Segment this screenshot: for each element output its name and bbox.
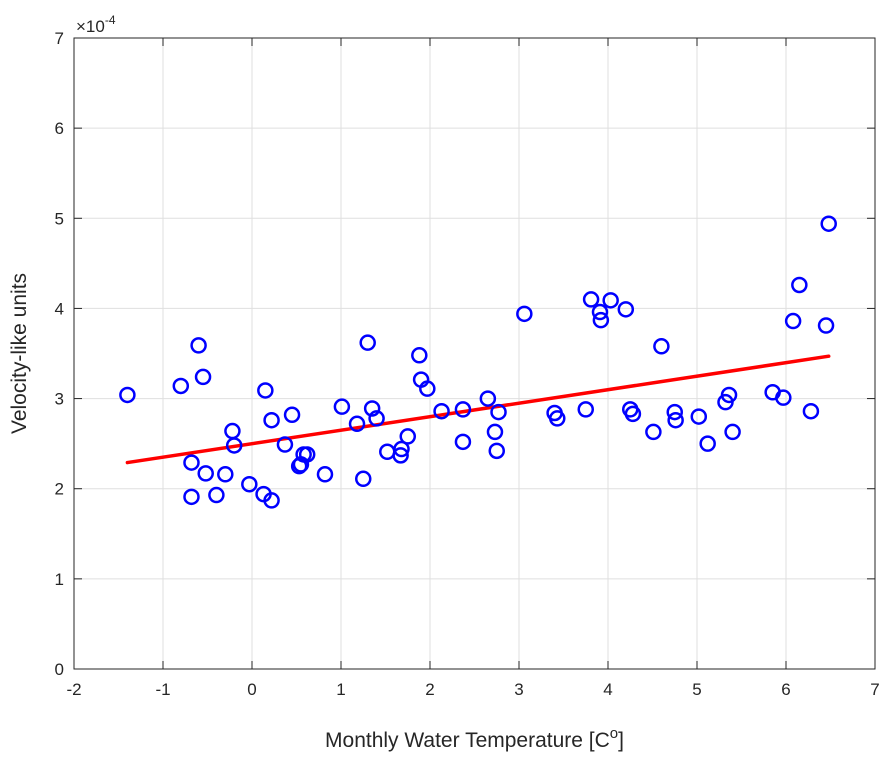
data-point bbox=[355, 470, 372, 488]
data-point bbox=[263, 492, 280, 509]
x-tick-label: 4 bbox=[603, 680, 612, 699]
x-tick-label: 0 bbox=[247, 680, 256, 699]
data-point bbox=[241, 475, 258, 493]
fit-line-layer bbox=[125, 354, 831, 465]
data-point bbox=[257, 382, 274, 399]
data-point bbox=[368, 410, 385, 427]
x-tick-label: -1 bbox=[155, 680, 170, 699]
x-tick-label: 3 bbox=[514, 680, 523, 699]
data-point bbox=[119, 386, 136, 404]
data-point bbox=[645, 423, 662, 441]
data-point bbox=[283, 406, 301, 424]
y-tick-label: 5 bbox=[55, 209, 64, 228]
data-point bbox=[433, 402, 450, 420]
data-point bbox=[488, 442, 505, 460]
data-point bbox=[775, 389, 792, 406]
data-point bbox=[577, 401, 594, 418]
data-point bbox=[183, 488, 200, 506]
y-exponent-power: -4 bbox=[105, 13, 116, 27]
data-point bbox=[276, 436, 294, 453]
data-point bbox=[592, 311, 610, 329]
data-point bbox=[419, 380, 436, 397]
data-point bbox=[617, 301, 635, 318]
data-point bbox=[699, 435, 716, 452]
data-point bbox=[690, 408, 708, 425]
data-point bbox=[817, 317, 835, 334]
y-tick-label: 7 bbox=[55, 29, 64, 48]
data-point bbox=[348, 415, 366, 433]
data-point bbox=[217, 466, 234, 483]
data-point bbox=[298, 446, 316, 463]
data-point bbox=[549, 410, 566, 427]
data-point bbox=[197, 465, 214, 482]
x-axis-label-text: Monthly Water Temperature [C bbox=[325, 729, 610, 752]
tick-layer: -2 -1 0 1 2 3 4 5 6 7 0 1 2 3 4 5 6 7 bbox=[55, 29, 880, 699]
data-point bbox=[183, 454, 200, 471]
data-point bbox=[784, 312, 802, 330]
y-tick-label: 2 bbox=[55, 480, 64, 499]
data-point bbox=[359, 334, 376, 351]
y-tick-label: 3 bbox=[55, 390, 64, 409]
data-point bbox=[666, 403, 683, 421]
x-tick-label: 6 bbox=[781, 680, 790, 699]
x-axis-label-superscript: o bbox=[610, 725, 618, 742]
data-point bbox=[479, 390, 497, 407]
data-point bbox=[516, 305, 533, 323]
y-tick-label: 6 bbox=[55, 119, 64, 138]
data-point bbox=[624, 405, 642, 423]
data-point bbox=[399, 428, 416, 445]
x-tick-label: 1 bbox=[336, 680, 345, 699]
data-point bbox=[392, 447, 409, 464]
x-axis-label-close: ] bbox=[618, 729, 624, 752]
data-point bbox=[454, 401, 472, 418]
data-point bbox=[602, 292, 619, 309]
data-point bbox=[582, 291, 600, 308]
data-point bbox=[190, 337, 207, 354]
data-point bbox=[802, 402, 820, 420]
data-point bbox=[194, 368, 212, 386]
y-tick-label: 1 bbox=[55, 570, 64, 589]
plot-frame bbox=[73, 37, 876, 670]
data-point bbox=[791, 276, 808, 294]
data-point bbox=[393, 440, 410, 458]
data-point bbox=[653, 338, 670, 355]
y-exponent-label: ×10-4 bbox=[76, 13, 116, 36]
y-tick-label: 0 bbox=[55, 660, 64, 679]
fit-line bbox=[125, 354, 831, 465]
data-point bbox=[454, 433, 472, 451]
y-axis-label: Velocity-like units bbox=[8, 273, 31, 434]
x-tick-label: 7 bbox=[870, 680, 879, 699]
data-point bbox=[724, 423, 741, 441]
data-point bbox=[490, 403, 507, 421]
data-point bbox=[820, 215, 837, 232]
data-point bbox=[486, 423, 504, 441]
data-point bbox=[208, 486, 225, 504]
x-tick-label: 2 bbox=[425, 680, 434, 699]
data-point bbox=[263, 411, 280, 429]
y-exponent-base: ×10 bbox=[76, 17, 105, 36]
data-point bbox=[333, 398, 351, 415]
x-tick-label: -2 bbox=[66, 680, 81, 699]
x-axis-label: Monthly Water Temperature [Co] bbox=[325, 725, 624, 752]
data-point bbox=[172, 377, 190, 395]
data-point bbox=[667, 411, 684, 429]
data-point bbox=[225, 437, 243, 454]
data-point bbox=[720, 386, 738, 404]
data-point bbox=[316, 466, 334, 483]
data-point bbox=[591, 303, 609, 321]
x-tick-label: 5 bbox=[692, 680, 701, 699]
plot-area bbox=[74, 38, 875, 669]
y-tick-label: 4 bbox=[55, 299, 64, 318]
data-point bbox=[363, 400, 381, 417]
data-points bbox=[119, 215, 837, 509]
data-point bbox=[411, 347, 428, 364]
